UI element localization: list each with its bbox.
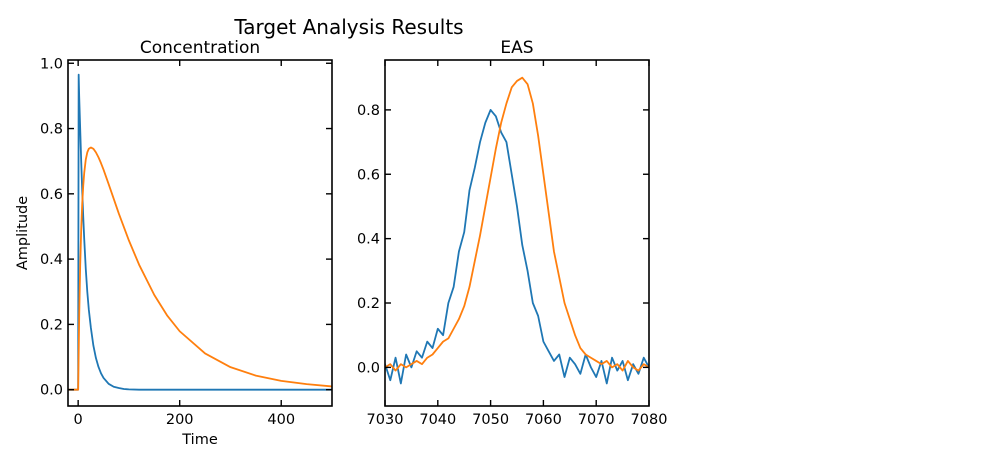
- eas-xtick-label: 7070: [578, 412, 615, 428]
- eas-xtick-label: 7050: [472, 412, 509, 428]
- eas-xtick-label: 7080: [631, 412, 668, 428]
- eas-ytick-label: 0.4: [357, 232, 380, 248]
- concentration-series-2-line: [68, 146, 332, 391]
- eas-ticks: 7030 7040 7050 7060 7070 7080 0.0 0.2 0.4 0.6 0.8: [357, 60, 668, 428]
- eas-panel: EAS 7030 7040 7050 7060 7070 7080 0.0 0.2 0.4 0.6…: [357, 38, 668, 428]
- concentration-ylabel: Amplitude: [15, 196, 31, 270]
- concentration-xtick-label: 0: [74, 412, 83, 428]
- concentration-series-1-line: [68, 73, 332, 391]
- concentration-ytick-label: 0.6: [40, 187, 63, 203]
- concentration-ytick-label: 0.8: [40, 122, 63, 138]
- eas-series-1-line: [385, 108, 649, 385]
- eas-ytick-label: 0.8: [357, 103, 380, 119]
- concentration-ytick-label: 0.0: [40, 383, 63, 399]
- concentration-ytick-label: 0.2: [40, 317, 63, 333]
- concentration-axes-frame: [67, 59, 333, 407]
- figure-title: Target Analysis Results: [233, 15, 463, 39]
- concentration-xtick-label: 400: [267, 412, 295, 428]
- eas-ytick-label: 0.2: [357, 296, 380, 312]
- eas-xtick-label: 7030: [367, 412, 404, 428]
- concentration-ytick-label: 0.4: [40, 252, 63, 268]
- eas-xtick-label: 7060: [525, 412, 562, 428]
- concentration-xlabel: Time: [181, 432, 218, 448]
- concentration-title: Concentration: [140, 38, 260, 58]
- eas-ytick-label: 0.0: [357, 360, 380, 376]
- concentration-panel: Concentration 0 200 4000.00.20.40.60.81.0 …: [15, 38, 333, 448]
- eas-title: EAS: [500, 38, 533, 58]
- concentration-xtick-label: 200: [166, 412, 194, 428]
- concentration-series-layer: [68, 73, 332, 391]
- eas-series-2-line: [385, 76, 649, 372]
- eas-series-layer: [385, 76, 649, 385]
- concentration-ticks: 0 200 400 0.0 0.2 0.4 0.6 0.8 1.0: [40, 56, 332, 428]
- eas-axes-frame: [384, 59, 650, 407]
- eas-ytick-label: 0.6: [357, 167, 380, 183]
- eas-xtick-label: 7040: [419, 412, 456, 428]
- concentration-ytick-label: 1.0: [40, 56, 63, 72]
